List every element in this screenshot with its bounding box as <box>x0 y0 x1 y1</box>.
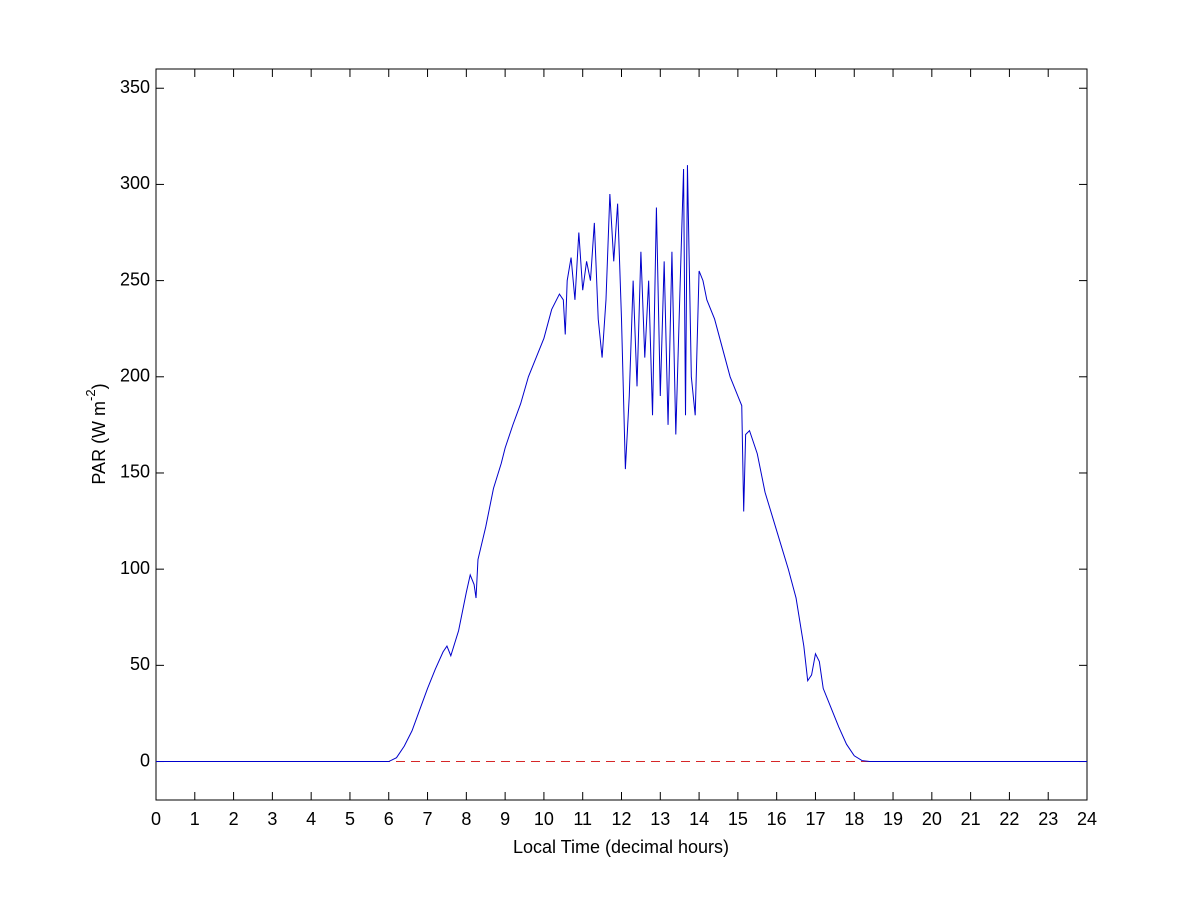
x-tick-label: 19 <box>883 809 903 829</box>
x-tick-label: 1 <box>190 809 200 829</box>
x-tick-label: 15 <box>728 809 748 829</box>
x-tick-label: 12 <box>611 809 631 829</box>
x-tick-label: 10 <box>534 809 554 829</box>
x-tick-label: 9 <box>500 809 510 829</box>
x-tick-label: 5 <box>345 809 355 829</box>
plot-frame <box>155 68 1088 801</box>
x-tick-label: 14 <box>689 809 709 829</box>
x-tick-label: 0 <box>151 809 161 829</box>
x-axis-label: Local Time (decimal hours) <box>513 837 729 857</box>
y-tick-label: 300 <box>120 173 150 193</box>
y-label-sup: -2 <box>83 389 98 401</box>
x-tick-label: 17 <box>805 809 825 829</box>
y-label-tail: ) <box>89 383 109 389</box>
y-tick-label: 350 <box>120 77 150 97</box>
x-tick-label: 2 <box>229 809 239 829</box>
x-tick-label: 3 <box>267 809 277 829</box>
x-tick-label: 18 <box>844 809 864 829</box>
y-tick-label: 0 <box>140 750 150 770</box>
x-tick-label: 24 <box>1077 809 1097 829</box>
x-tick-label: 21 <box>961 809 981 829</box>
x-tick-label: 7 <box>423 809 433 829</box>
y-tick-label: 100 <box>120 558 150 578</box>
data-line <box>156 165 1087 763</box>
y-axis-label: PAR (W m-2) <box>83 383 108 484</box>
x-tick-label: 6 <box>384 809 394 829</box>
y-tick-label: 200 <box>120 366 150 386</box>
x-tick-label: 22 <box>999 809 1019 829</box>
x-tick-label: 8 <box>461 809 471 829</box>
x-tick-label: 20 <box>922 809 942 829</box>
x-tick-label: 13 <box>650 809 670 829</box>
y-tick-label: 250 <box>120 269 150 289</box>
y-tick-label: 50 <box>130 654 150 674</box>
y-tick-label: 150 <box>120 462 150 482</box>
x-tick-label: 23 <box>1038 809 1058 829</box>
x-tick-label: 16 <box>767 809 787 829</box>
x-tick-label: 4 <box>306 809 316 829</box>
y-label-text: PAR (W m <box>89 401 109 485</box>
x-tick-label: 11 <box>573 809 592 829</box>
